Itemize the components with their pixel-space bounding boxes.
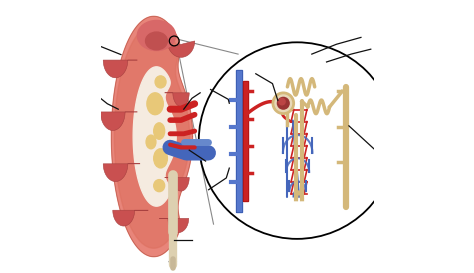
- Ellipse shape: [154, 149, 167, 168]
- Circle shape: [273, 93, 294, 114]
- Polygon shape: [243, 81, 247, 201]
- Polygon shape: [114, 25, 190, 248]
- Polygon shape: [100, 112, 137, 130]
- Polygon shape: [103, 60, 137, 78]
- Circle shape: [199, 42, 395, 239]
- Ellipse shape: [147, 93, 163, 115]
- Polygon shape: [133, 67, 176, 206]
- Ellipse shape: [155, 76, 166, 88]
- Polygon shape: [159, 218, 189, 233]
- Polygon shape: [162, 41, 195, 57]
- Ellipse shape: [154, 123, 164, 139]
- Polygon shape: [164, 177, 189, 191]
- Ellipse shape: [146, 135, 156, 149]
- Polygon shape: [113, 210, 148, 226]
- Polygon shape: [111, 16, 192, 257]
- Ellipse shape: [146, 32, 167, 50]
- Circle shape: [277, 97, 290, 110]
- Circle shape: [278, 98, 286, 106]
- Polygon shape: [236, 70, 242, 212]
- Polygon shape: [103, 164, 140, 182]
- Ellipse shape: [137, 20, 175, 51]
- Ellipse shape: [154, 180, 164, 192]
- Polygon shape: [164, 93, 189, 106]
